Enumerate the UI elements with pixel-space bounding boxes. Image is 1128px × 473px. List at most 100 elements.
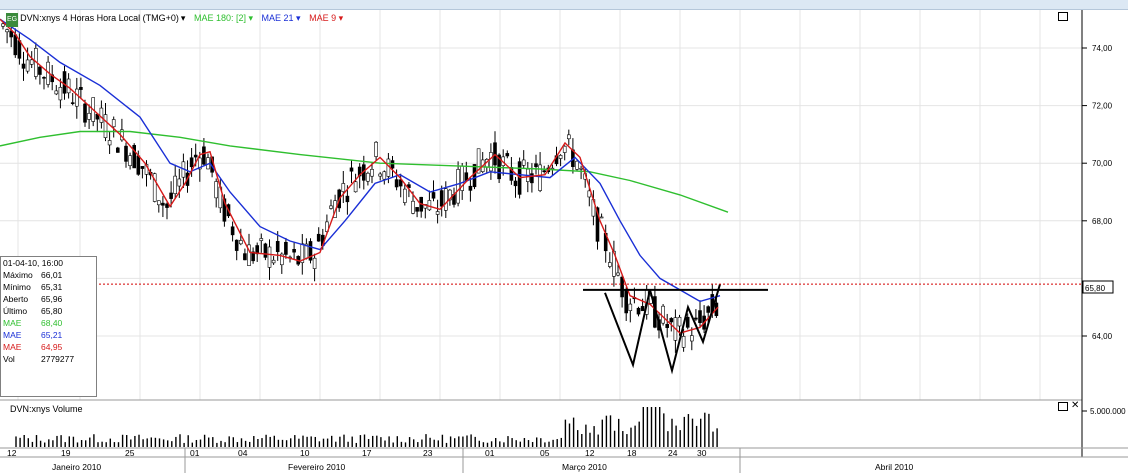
data-window-value: 65,21 bbox=[41, 330, 63, 340]
volume-panel-maximize-icon[interactable] bbox=[1058, 402, 1068, 411]
candle-body bbox=[706, 306, 711, 313]
day-tick-label: 01 bbox=[485, 448, 495, 458]
candle-body bbox=[616, 272, 620, 276]
w-pattern-annotation bbox=[583, 283, 768, 375]
data-window-value: 66,01 bbox=[41, 270, 63, 280]
data-window-value: 65,96 bbox=[41, 294, 63, 304]
candle-body bbox=[505, 153, 510, 157]
volume-panel-title: DVN:xnys Volume bbox=[10, 404, 83, 414]
candle-body bbox=[513, 180, 518, 187]
candle-body bbox=[99, 107, 104, 123]
candle-body bbox=[456, 169, 460, 204]
candle-body bbox=[275, 241, 280, 253]
day-tick-label: 17 bbox=[362, 448, 372, 458]
candle-body bbox=[366, 172, 370, 182]
candle-body bbox=[665, 324, 670, 328]
data-window-key: Máximo bbox=[3, 270, 33, 280]
candle-body bbox=[394, 179, 399, 188]
candle-body bbox=[54, 90, 59, 95]
chart-header: EG DVN:xnys 4 Horas Hora Local (TMG+0) ▾ M… bbox=[0, 11, 349, 27]
candle-body bbox=[489, 152, 493, 172]
candle-body bbox=[521, 159, 526, 166]
data-window-key: MAE bbox=[3, 342, 22, 352]
data-window-datetime: 01-04-10, 16:00 bbox=[3, 258, 64, 268]
indicator-mae-9[interactable]: MAE 9 ▾ bbox=[309, 13, 344, 23]
candle-body bbox=[42, 77, 46, 79]
candle-body bbox=[374, 141, 378, 157]
candle-body bbox=[83, 103, 87, 123]
candle-body bbox=[677, 316, 682, 327]
candle-body bbox=[79, 86, 83, 90]
candle-body bbox=[448, 189, 452, 201]
candle-body bbox=[558, 155, 563, 159]
candle-body bbox=[21, 63, 26, 69]
candle-body bbox=[247, 244, 251, 266]
candle-body bbox=[284, 241, 288, 255]
candle-body bbox=[628, 303, 633, 311]
volume-panel-close-icon[interactable]: ✕ bbox=[1071, 400, 1080, 411]
candle-body bbox=[316, 233, 321, 242]
indicator-mae-21[interactable]: MAE 21 ▾ bbox=[261, 13, 301, 23]
candle-body bbox=[267, 246, 272, 268]
candle-body bbox=[128, 155, 132, 167]
candle-body bbox=[87, 112, 91, 120]
candle-body bbox=[415, 207, 419, 212]
candle-body bbox=[427, 200, 432, 211]
data-window-key: Vol bbox=[3, 354, 15, 364]
data-window-row: Aberto 65,96 bbox=[1, 293, 96, 305]
candle-body bbox=[595, 207, 600, 242]
candle-body bbox=[370, 169, 374, 177]
month-label: Março 2010 bbox=[562, 462, 607, 472]
candle-body bbox=[698, 310, 702, 324]
day-tick-label: 19 bbox=[61, 448, 71, 458]
price-tick-label: 70,00 bbox=[1092, 159, 1113, 168]
data-window-row: Máximo 66,01 bbox=[1, 269, 96, 281]
candle-body bbox=[620, 276, 624, 298]
candle-body bbox=[329, 205, 333, 209]
indicator-mae-180[interactable]: MAE 180: [2] ▾ bbox=[193, 13, 254, 23]
candle-body bbox=[341, 183, 346, 192]
data-window-value: 65,80 bbox=[41, 306, 63, 316]
volume-axis-tick: 5.000.000 bbox=[1090, 407, 1126, 416]
candle-body bbox=[579, 167, 583, 170]
last-price-box bbox=[1082, 280, 1114, 294]
candle-body bbox=[439, 190, 444, 207]
candle-body bbox=[157, 200, 161, 206]
ma-line bbox=[0, 18, 721, 303]
day-tick-label: 10 bbox=[300, 448, 310, 458]
data-window-value: 64,95 bbox=[41, 342, 63, 352]
data-window-key: Mínimo bbox=[3, 282, 31, 292]
candle-body bbox=[202, 146, 206, 165]
day-tick-label: 12 bbox=[585, 448, 595, 458]
symbol-title[interactable]: DVN:xnys 4 Horas Hora Local (TMG+0) bbox=[20, 13, 179, 23]
candle-body bbox=[443, 188, 448, 211]
candle-body bbox=[25, 59, 30, 72]
time-axis: 12 19 25 01 04 10 17 23 01 05 12 18 24 30 Janeiro 2010… bbox=[7, 448, 914, 473]
data-window-key: Aberto bbox=[3, 294, 29, 304]
ma-line bbox=[0, 130, 729, 213]
top-toolbar-strip bbox=[0, 0, 1128, 10]
candle-body bbox=[279, 253, 284, 266]
candle-body bbox=[189, 157, 194, 168]
symbol-icon[interactable]: EG bbox=[6, 13, 19, 27]
month-label: Fevereiro 2010 bbox=[288, 462, 345, 472]
data-window-row: MAE 65,21 bbox=[1, 329, 96, 341]
candle-body bbox=[173, 175, 177, 195]
candle-body bbox=[116, 147, 120, 153]
candle-body bbox=[353, 181, 358, 193]
moving-average-lines bbox=[0, 18, 729, 334]
candle-body bbox=[140, 166, 145, 169]
candle-body bbox=[124, 145, 128, 162]
month-label: Abril 2010 bbox=[875, 462, 914, 472]
candle-body bbox=[263, 243, 268, 258]
candle-body bbox=[136, 155, 141, 175]
candle-body bbox=[472, 164, 477, 188]
candle-body bbox=[70, 102, 75, 104]
day-tick-label: 05 bbox=[540, 448, 550, 458]
day-tick-label: 18 bbox=[627, 448, 637, 458]
price-panel-maximize-icon[interactable] bbox=[1058, 12, 1068, 21]
data-window-key: MAE bbox=[3, 318, 22, 328]
candle-body bbox=[103, 114, 108, 138]
candle-body bbox=[243, 253, 247, 261]
